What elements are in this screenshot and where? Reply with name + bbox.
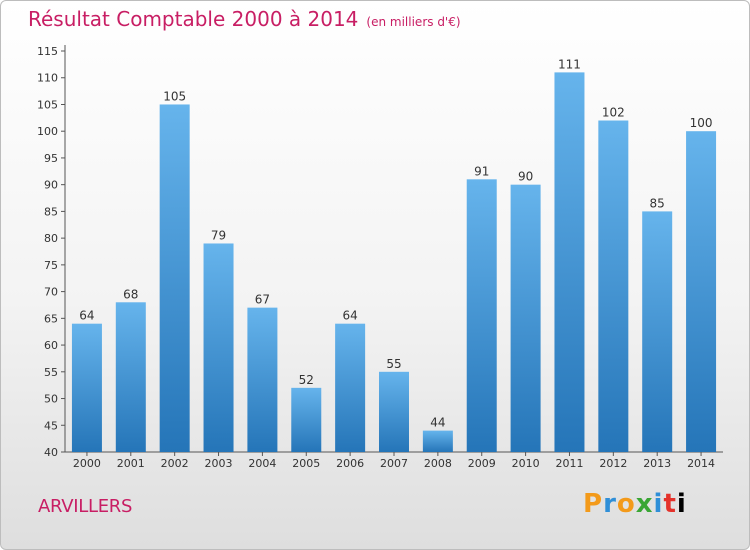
x-tick-label-2004: 2004 [248, 457, 276, 470]
y-tick-label: 75 [44, 259, 58, 272]
chart-axes: 40 45 50 55 60 65 70 75 80 85 90 95 100 105 110 115 [37, 45, 723, 459]
bar-2003 [203, 243, 234, 452]
bar-2009 [466, 179, 497, 452]
data-label-2007: 55 [386, 357, 401, 371]
data-label-2011: 111 [558, 57, 581, 71]
bar-2000 [71, 323, 102, 452]
y-tick-label: 95 [44, 152, 58, 165]
y-tick-label: 80 [44, 232, 58, 245]
y-tick-label: 40 [44, 446, 58, 459]
bar-2001 [115, 302, 146, 452]
bar-2007 [379, 371, 409, 452]
town-name: ARVILLERS [38, 496, 133, 517]
y-tick-label: 115 [37, 45, 58, 58]
x-tick-label-2002: 2002 [161, 457, 189, 470]
x-tick-label-2014: 2014 [687, 457, 715, 470]
x-tick-label-2003: 2003 [205, 457, 233, 470]
chart-title: Résultat Comptable 2000 à 2014 (en millie… [28, 7, 461, 31]
y-tick-label: 90 [44, 179, 58, 192]
data-label-2012: 102 [602, 106, 625, 120]
bar-2012 [598, 120, 629, 453]
x-tick-label-2012: 2012 [599, 457, 627, 470]
bar-2010 [510, 184, 541, 452]
y-tick-label: 55 [44, 366, 58, 379]
x-tick-label-2008: 2008 [424, 457, 452, 470]
y-tick-label: 70 [44, 286, 58, 299]
y-tick-label: 65 [44, 312, 58, 325]
bar-2006 [335, 323, 366, 452]
bar-2013 [642, 211, 673, 452]
chart-title-text: Résultat Comptable 2000 à 2014 [28, 7, 359, 31]
bar-2004 [247, 307, 278, 452]
chart-bars [71, 72, 717, 453]
chart-subtitle: (en milliers d'€) [366, 15, 461, 29]
data-label-2010: 90 [518, 170, 533, 184]
x-tick-label-2011: 2011 [555, 457, 583, 470]
data-label-2000: 64 [79, 309, 94, 323]
x-tick-label-2006: 2006 [336, 457, 364, 470]
data-label-2013: 85 [650, 196, 665, 210]
data-label-2014: 100 [690, 116, 713, 130]
x-tick-label-2000: 2000 [73, 457, 101, 470]
y-tick-label: 45 [44, 419, 58, 432]
x-tick-label-2001: 2001 [117, 457, 145, 470]
x-tick-label-2005: 2005 [292, 457, 320, 470]
x-tick-label-2013: 2013 [643, 457, 671, 470]
data-label-2003: 79 [211, 228, 226, 242]
y-tick-label: 85 [44, 205, 58, 218]
y-tick-label: 50 [44, 393, 58, 406]
y-tick-label: 105 [37, 98, 58, 111]
data-label-2009: 91 [474, 164, 489, 178]
data-label-2004: 67 [255, 293, 270, 307]
data-label-2002: 105 [163, 89, 186, 103]
bar-2011 [554, 72, 585, 453]
y-tick-label: 110 [37, 72, 58, 85]
data-label-2006: 64 [342, 309, 357, 323]
proxiti-logo[interactable]: Proxiti [583, 489, 687, 519]
data-label-2001: 68 [123, 287, 138, 301]
chart-labels: 64 2000 68 2001 105 2002 79 2003 67 2004 52 2005 64 2… [73, 57, 715, 470]
y-tick-label: 60 [44, 339, 58, 352]
x-tick-label-2010: 2010 [512, 457, 540, 470]
bar-2005 [291, 387, 322, 452]
x-tick-label-2007: 2007 [380, 457, 408, 470]
bar-2002 [159, 104, 190, 452]
data-label-2008: 44 [430, 416, 445, 430]
x-tick-label-2009: 2009 [468, 457, 496, 470]
bar-2008 [422, 430, 453, 452]
data-label-2005: 52 [299, 373, 314, 387]
bar-2014 [686, 131, 717, 452]
y-tick-label: 100 [37, 125, 58, 138]
